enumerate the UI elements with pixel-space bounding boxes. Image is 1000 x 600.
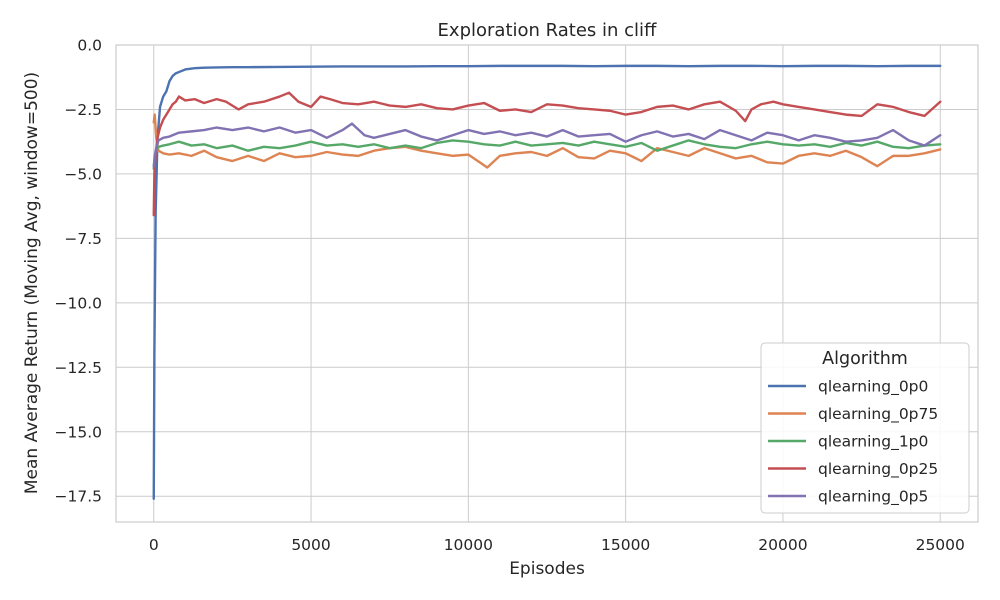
- x-tick-label: 0: [149, 536, 159, 554]
- y-tick-label: −2.5: [64, 101, 102, 119]
- y-tick-label: −17.5: [55, 488, 103, 506]
- y-tick-label: −5.0: [64, 165, 102, 183]
- series-line-qlearning_0p0: [152, 64, 942, 500]
- y-tick-label: −15.0: [55, 423, 103, 441]
- x-tick-label: 15000: [601, 536, 650, 554]
- tick-labels: 0 5000 10000 15000 20000 25000 0.0 −2.5 −5.0 −7.5…: [55, 37, 965, 555]
- x-tick-label: 25000: [916, 536, 965, 554]
- legend-box: [760, 342, 970, 514]
- y-axis-label: Mean Average Return (Moving Avg, window=…: [22, 72, 42, 494]
- y-tick-label: −7.5: [64, 230, 102, 248]
- series-line-qlearning_0p75: [152, 113, 942, 169]
- legend-title: Algorithm: [822, 349, 908, 369]
- legend: Algorithm qlearning_0p0qlearning_0p75qle…: [760, 342, 970, 514]
- x-tick-label: 5000: [291, 536, 330, 554]
- series-line-qlearning_0p25: [152, 91, 942, 217]
- plot-area: [115, 44, 979, 523]
- y-tick-label: −10.0: [55, 294, 103, 312]
- legend-items: qlearning_0p0 qlearning_0p75 qlearning_1p0…: [768, 378, 938, 507]
- legend-label: qlearning_1p0: [818, 433, 928, 452]
- series-lines: [152, 64, 942, 500]
- series-line-qlearning_0p5: [152, 122, 942, 168]
- x-tick-label: 10000: [444, 536, 493, 554]
- legend-label: qlearning_0p75: [818, 405, 938, 424]
- y-tick-label: −12.5: [55, 359, 103, 377]
- x-tick-label: 20000: [758, 536, 807, 554]
- y-tick-label: 0.0: [77, 37, 102, 55]
- series-line-qlearning_1p0: [152, 139, 942, 170]
- legend-label: qlearning_0p25: [818, 460, 938, 479]
- legend-label: qlearning_0p0: [818, 378, 928, 397]
- x-axis-label: Episodes: [509, 559, 585, 579]
- chart-title: Exploration Rates in cliff: [438, 20, 657, 41]
- legend-label: qlearning_0p5: [818, 488, 928, 507]
